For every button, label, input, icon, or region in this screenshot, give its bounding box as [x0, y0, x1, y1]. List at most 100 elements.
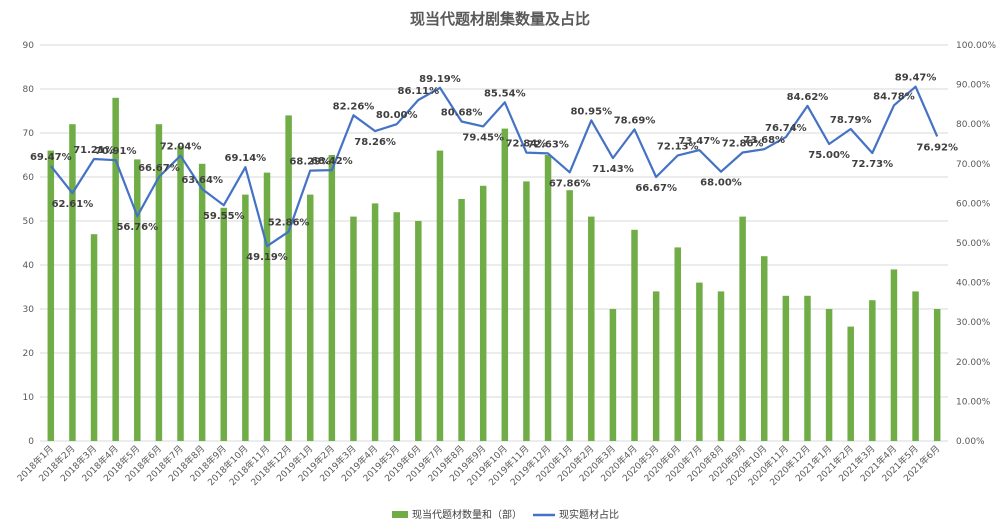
- bar: [652, 291, 660, 441]
- line-data-label: 69.14%: [225, 153, 267, 164]
- y-right-tick-label: 70.00%: [956, 160, 991, 170]
- gridlines: [40, 44, 948, 442]
- right-axis-ticks: 0.00% 10.00% 20.00% 30.00% 40.00% 50.00% 60.00…: [956, 41, 996, 447]
- bar: [631, 229, 638, 441]
- left-axis-ticks: 0 10 20 30 40 50 60 70 80 90: [23, 41, 35, 447]
- bar: [458, 199, 465, 441]
- y-left-tick-label: 60: [23, 173, 35, 183]
- bar: [242, 194, 249, 441]
- bar: [112, 97, 119, 442]
- line-data-label: 89.19%: [419, 74, 461, 85]
- bar: [717, 291, 725, 441]
- bar: [523, 181, 530, 441]
- bar: [933, 309, 941, 441]
- line-data-label: 68.29%: [289, 157, 331, 168]
- bar: [371, 203, 379, 441]
- line-data-label: 82.26%: [333, 101, 375, 112]
- bar: [566, 190, 573, 441]
- line-path: [49, 85, 939, 248]
- legend-bar-swatch: [392, 511, 408, 518]
- bar: [869, 300, 876, 441]
- bar: [47, 150, 55, 441]
- bar: [155, 124, 163, 441]
- line-data-label: 73.68%: [743, 135, 785, 146]
- line-data-label: 71.21%: [73, 145, 115, 156]
- line-data-label: 84.62%: [787, 92, 829, 103]
- line-data-label: 72.63%: [527, 139, 569, 150]
- line-data-label: 80.95%: [570, 106, 612, 117]
- y-right-tick-label: 80.00%: [956, 120, 991, 130]
- line-data-label: 85.54%: [484, 88, 526, 99]
- line-data-label: 68.00%: [700, 178, 742, 189]
- line-data-label: 72.86%: [722, 138, 764, 149]
- y-left-tick-label: 50: [23, 217, 35, 227]
- legend: 现当代题材数量和（部） 现实题材占比: [392, 508, 619, 521]
- bar: [198, 163, 206, 442]
- line-data-label: 67.86%: [549, 178, 591, 189]
- line-data-label: 69.47%: [30, 152, 72, 163]
- line-data-label: 73.47%: [679, 136, 721, 147]
- bar: [674, 247, 682, 441]
- y-right-tick-label: 20.00%: [956, 358, 991, 368]
- line-data-label: 72.04%: [160, 142, 202, 153]
- line-data-label: 80.00%: [376, 110, 418, 121]
- line-data-label: 71.43%: [592, 164, 634, 175]
- y-right-tick-label: 30.00%: [956, 318, 991, 328]
- line-data-label: 89.47%: [895, 73, 937, 84]
- line-data-label: 72.73%: [852, 159, 894, 170]
- line-data-label: 62.61%: [52, 199, 94, 210]
- bar: [479, 185, 487, 441]
- bar: [436, 150, 444, 441]
- bar: [804, 295, 811, 441]
- y-left-tick-label: 0: [28, 437, 34, 447]
- line-data-label: 78.79%: [830, 115, 872, 126]
- y-left-tick-label: 30: [23, 305, 35, 315]
- line-data-label: 49.19%: [246, 252, 288, 263]
- bar: [847, 326, 854, 441]
- bar: [760, 256, 768, 441]
- legend-bar-label: 现当代题材数量和（部）: [412, 508, 522, 521]
- line-data-label: 79.45%: [462, 132, 504, 143]
- x-axis-ticks: 2018年1月2018年2月2018年3月2018年4月2018年5月2018年…: [14, 443, 942, 489]
- y-left-tick-label: 70: [23, 129, 35, 139]
- bar: [782, 295, 790, 441]
- line-data-label: 70.91%: [95, 146, 137, 157]
- y-right-tick-label: 60.00%: [956, 199, 991, 209]
- line-data-label: 52.86%: [268, 218, 310, 229]
- line-data-label: 72.84%: [506, 139, 548, 150]
- y-right-tick-label: 50.00%: [956, 239, 991, 249]
- y-left-tick-label: 10: [23, 393, 35, 403]
- line-data-label: 76.92%: [916, 142, 958, 153]
- line-data-label: 78.69%: [614, 115, 656, 126]
- line-data-label: 86.11%: [398, 86, 440, 97]
- line-series: [49, 85, 939, 248]
- y-left-tick-label: 20: [23, 349, 35, 359]
- chart-title: 现当代题材剧集数量及占比: [410, 10, 590, 28]
- bar: [696, 282, 703, 441]
- line-data-label: 59.55%: [203, 211, 245, 222]
- bar: [912, 291, 919, 441]
- bar: [263, 172, 271, 441]
- line-data-labels: 69.47% 62.61% 71.21%70.91% 56.76% 66.67% 72.0…: [30, 73, 958, 264]
- bar: [328, 155, 336, 441]
- bar-series: [47, 97, 941, 442]
- bar: [501, 128, 509, 441]
- bar: [220, 207, 228, 441]
- bar: [177, 146, 184, 441]
- bar: [134, 159, 141, 441]
- bar: [890, 269, 898, 441]
- line-data-label: 75.00%: [808, 150, 850, 161]
- line-data-label: 72.13%: [657, 141, 699, 152]
- line-data-label: 63.64%: [181, 175, 223, 186]
- bar: [350, 216, 357, 441]
- bar: [393, 212, 400, 441]
- line-data-label: 80.68%: [441, 108, 483, 119]
- line-data-label: 68.42%: [311, 156, 353, 167]
- bar: [739, 216, 746, 441]
- bar: [415, 221, 422, 441]
- y-right-tick-label: 40.00%: [956, 279, 991, 289]
- line-data-label: 56.76%: [116, 222, 158, 233]
- legend-line-label: 现实题材占比: [559, 508, 619, 521]
- y-left-tick-label: 90: [23, 41, 35, 51]
